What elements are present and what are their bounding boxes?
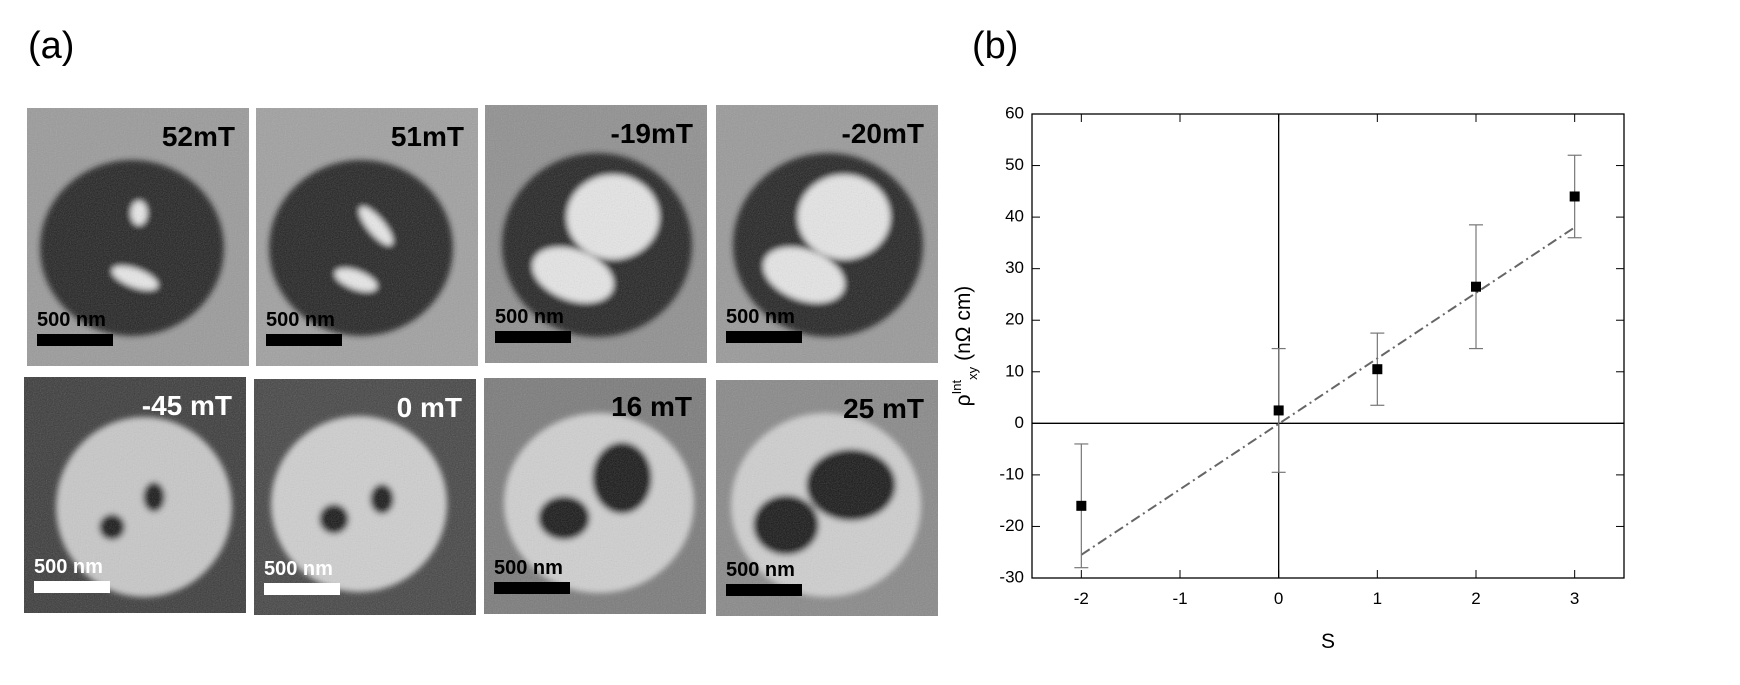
scale-bar <box>495 331 571 343</box>
plot-frame <box>1031 113 1625 579</box>
y-tick-label: 40 <box>1005 207 1024 226</box>
scale-label: 500 nm <box>37 309 106 331</box>
scale-bar <box>494 582 570 594</box>
scale-label: 500 nm <box>726 306 795 328</box>
field-label: -45 mT <box>142 390 232 421</box>
micrograph: -20mT 500 nm <box>716 105 938 363</box>
scale-label: 500 nm <box>494 557 563 579</box>
scale-bar <box>264 583 340 595</box>
field-label: 25 mT <box>843 393 924 424</box>
data-point <box>1471 281 1481 292</box>
noise <box>254 379 476 615</box>
scale-label: 500 nm <box>34 556 103 578</box>
y-label-subscript: xy <box>965 366 980 380</box>
y-axis-label: ρIntxy (nΩ cm) <box>949 286 980 407</box>
scale-bar <box>726 584 802 596</box>
data-point <box>1076 500 1087 511</box>
scale-label: 500 nm <box>264 558 333 580</box>
x-tick-label: 3 <box>1570 589 1579 608</box>
noise <box>716 105 938 363</box>
x-tick-label: 2 <box>1471 589 1480 608</box>
panel-label: (b) <box>972 25 1018 67</box>
noise <box>484 378 706 614</box>
scale-label: 500 nm <box>495 306 564 328</box>
scale-label: 500 nm <box>266 309 335 331</box>
micrograph: 52mT 500 nm <box>27 108 249 366</box>
y-tick-label: -20 <box>999 516 1024 535</box>
noise <box>27 108 249 366</box>
y-label-symbol: ρ <box>952 394 975 406</box>
data-point <box>1569 191 1580 202</box>
scale-bar <box>34 581 110 593</box>
field-label: 52mT <box>162 121 235 152</box>
y-tick-label: 20 <box>1005 310 1024 329</box>
scale-bar <box>37 334 113 346</box>
noise <box>485 105 707 363</box>
field-label: 16 mT <box>611 391 692 422</box>
y-tick-label: 50 <box>1005 155 1024 174</box>
y-tick-label: -10 <box>999 464 1024 483</box>
scale-label: 500 nm <box>726 559 795 581</box>
field-label: -19mT <box>611 118 693 149</box>
field-label: 0 mT <box>397 392 462 423</box>
x-axis-label: S <box>1321 630 1335 653</box>
micrograph: 16 mT 500 nm <box>484 378 706 614</box>
x-tick-label: -2 <box>1074 589 1089 608</box>
y-tick-label: 60 <box>1005 103 1024 122</box>
field-label: 51mT <box>391 121 464 152</box>
micrograph: 25 mT 500 nm <box>716 380 938 616</box>
panel-label: (a) <box>28 25 74 67</box>
x-tick-label: 1 <box>1373 589 1382 608</box>
scale-bar <box>726 331 802 343</box>
micrograph: -45 mT 500 nm <box>24 377 246 613</box>
y-tick-label: 30 <box>1005 258 1024 277</box>
y-tick-label: 0 <box>1015 413 1024 432</box>
scale-bar <box>266 334 342 346</box>
micrograph: -19mT 500 nm <box>485 105 707 363</box>
y-tick-label: 10 <box>1005 361 1024 380</box>
fit-line <box>1080 226 1576 556</box>
y-label-superscript: Int <box>949 380 964 395</box>
x-tick-label: 0 <box>1274 589 1283 608</box>
noise <box>256 108 478 366</box>
field-label: -20mT <box>842 118 924 149</box>
data-point <box>1372 364 1383 375</box>
micrograph: 51mT 500 nm <box>256 108 478 366</box>
x-tick-label: -1 <box>1172 589 1187 608</box>
data-point <box>1273 405 1284 416</box>
y-tick-label: -30 <box>999 567 1024 586</box>
noise <box>716 380 938 616</box>
micrograph: 0 mT 500 nm <box>254 379 476 615</box>
noise <box>24 377 246 613</box>
y-label-unit: (nΩ cm) <box>952 286 975 361</box>
